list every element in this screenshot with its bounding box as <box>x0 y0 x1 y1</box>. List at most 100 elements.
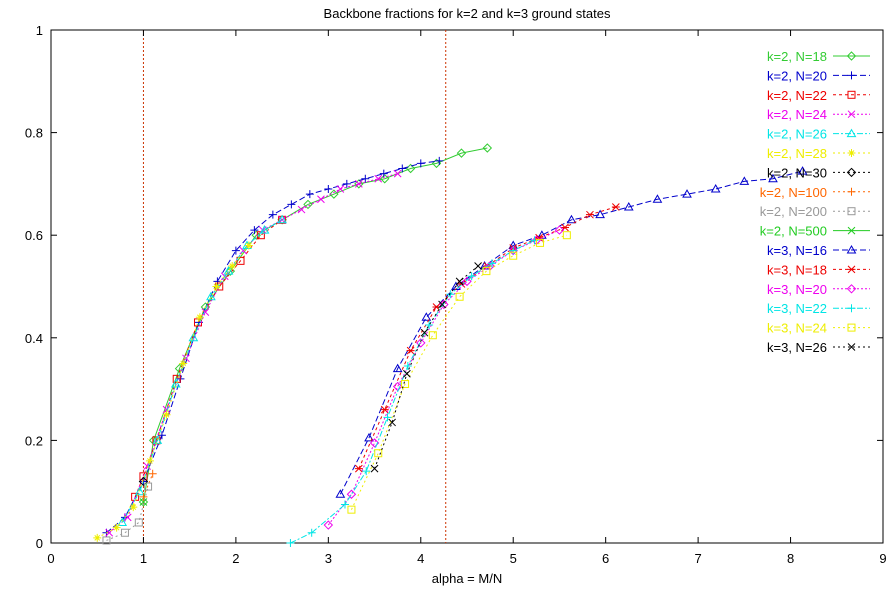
legend-label: k=2, N=20 <box>767 68 827 83</box>
data-point <box>139 472 148 481</box>
data-point <box>259 225 270 234</box>
y-tick-label: 1 <box>36 23 43 38</box>
legend-label: k=2, N=22 <box>767 88 827 103</box>
data-point <box>93 533 102 542</box>
data-point <box>797 166 808 175</box>
data-point <box>324 185 333 194</box>
data-point <box>231 246 240 255</box>
legend-item: k=2, N=24 <box>767 107 870 122</box>
data-point <box>462 276 472 287</box>
data-point <box>244 241 253 250</box>
data-point <box>323 520 334 530</box>
series-line <box>121 219 283 523</box>
x-tick-label: 3 <box>325 551 332 566</box>
data-point <box>467 272 476 281</box>
legend-item: k=3, N=22 <box>767 301 870 316</box>
legend-label: k=2, N=200 <box>760 204 827 219</box>
y-tick-label: 0.4 <box>25 331 43 346</box>
series-2 <box>102 156 444 537</box>
data-point <box>251 230 261 240</box>
data-point <box>425 320 434 329</box>
data-point <box>139 477 148 486</box>
data-point <box>482 143 493 153</box>
legend-label: k=2, N=100 <box>760 185 827 200</box>
data-point <box>152 435 163 444</box>
legend-item: k=2, N=100 <box>760 185 870 200</box>
legend-marker <box>847 207 856 216</box>
series-line <box>134 219 283 498</box>
y-tick-label: 0.2 <box>25 433 43 448</box>
data-point <box>144 482 153 491</box>
data-point <box>120 528 129 537</box>
data-point <box>206 291 216 301</box>
data-point <box>134 518 143 527</box>
series-12 <box>354 203 620 473</box>
data-point <box>123 513 132 522</box>
data-point <box>392 363 403 373</box>
data-point <box>370 464 379 473</box>
series-layer <box>93 143 808 547</box>
legend-item: k=2, N=30 <box>767 165 870 180</box>
data-point <box>416 159 425 168</box>
data-point <box>652 194 663 203</box>
x-tick-label: 6 <box>602 551 609 566</box>
legend-item: k=2, N=26 <box>767 127 870 142</box>
data-point <box>195 313 204 322</box>
legend-item: k=2, N=18 <box>767 49 870 64</box>
data-point <box>148 469 157 478</box>
legend-item: k=2, N=500 <box>760 224 870 239</box>
data-point <box>335 489 346 498</box>
data-point <box>682 189 692 198</box>
legend-marker <box>846 51 857 61</box>
legend-marker <box>847 323 856 332</box>
data-point <box>145 456 154 465</box>
legend: k=2, N=18 k=2, N=20 k=2, N=22 k=2, N=24 k=2,… <box>760 49 870 355</box>
series-line <box>358 206 616 469</box>
data-point <box>401 379 410 388</box>
x-axis: 0 1 2 3 4 5 6 7 8 9 <box>47 30 887 566</box>
data-point <box>354 464 363 473</box>
legend-label: k=3, N=16 <box>767 243 827 258</box>
legend-item: k=2, N=28 <box>767 146 870 161</box>
legend-item: k=3, N=26 <box>767 340 870 355</box>
legend-label: k=3, N=26 <box>767 340 827 355</box>
legend-item: k=2, N=200 <box>760 204 870 219</box>
x-axis-label: alpha = M/N <box>432 571 502 586</box>
series-line <box>108 173 398 534</box>
data-point <box>536 238 545 247</box>
series-line <box>142 473 154 498</box>
x-tick-label: 9 <box>879 551 886 566</box>
data-point <box>188 332 199 342</box>
series-9 <box>102 482 153 545</box>
legend-label: k=3, N=20 <box>767 282 827 297</box>
data-point <box>369 438 380 448</box>
data-point <box>287 200 296 209</box>
data-point <box>138 476 149 487</box>
data-point <box>162 405 171 414</box>
legend-item: k=3, N=18 <box>767 262 870 277</box>
legend-item: k=2, N=20 <box>767 68 870 83</box>
y-tick-label: 0.6 <box>25 228 43 243</box>
data-point <box>421 312 432 321</box>
data-point <box>336 185 345 193</box>
series-line <box>327 229 560 526</box>
y-axis: 0 0.2 0.4 0.6 0.8 1 <box>25 23 883 551</box>
legend-item: k=3, N=16 <box>767 243 870 258</box>
data-point <box>179 359 188 368</box>
legend-marker <box>847 187 856 196</box>
data-point <box>562 231 571 240</box>
x-tick-label: 0 <box>47 551 54 566</box>
data-point <box>509 251 518 260</box>
legend-item: k=3, N=24 <box>767 321 870 336</box>
series-8 <box>139 469 157 501</box>
data-point <box>455 292 464 301</box>
data-point <box>139 498 148 506</box>
data-point <box>374 449 383 458</box>
series-11 <box>335 166 808 498</box>
data-point <box>157 431 166 440</box>
data-point <box>317 195 325 204</box>
series-14 <box>286 236 539 547</box>
data-point <box>297 205 306 214</box>
data-point <box>403 362 412 371</box>
